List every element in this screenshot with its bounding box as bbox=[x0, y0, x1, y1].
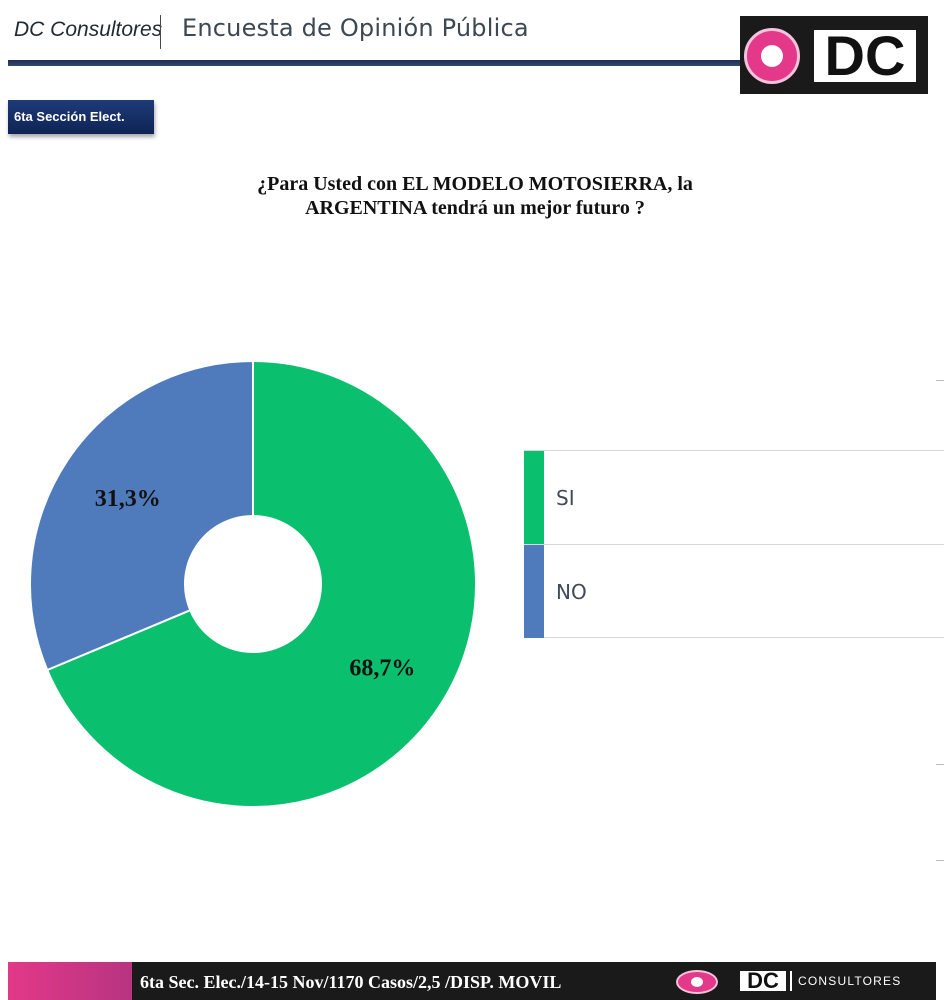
footer-logo-bg bbox=[740, 971, 786, 991]
pie-slice-no bbox=[29, 359, 254, 672]
footer-logo-ring-icon bbox=[676, 970, 718, 994]
footer-bar: 6ta Sec. Elec./14-15 Nov/1170 Casos/2,5 … bbox=[8, 962, 936, 1000]
legend-swatch-no bbox=[524, 545, 544, 638]
dc-logo: DC bbox=[740, 16, 928, 94]
footer-text: 6ta Sec. Elec./14-15 Nov/1170 Casos/2,5 … bbox=[140, 972, 562, 992]
chart-title-line-1: ¿Para Usted con EL MODELO MOTOSIERRA, la bbox=[257, 173, 693, 195]
logo-ring-icon bbox=[744, 28, 800, 84]
header: DC Consultores Encuesta de Opinión Públi… bbox=[0, 0, 944, 100]
slice-label-no: 31,3% bbox=[95, 486, 161, 512]
pie-slice-si bbox=[45, 359, 477, 808]
footer-logo-divider bbox=[790, 971, 792, 991]
header-rule bbox=[8, 60, 744, 66]
edge-tick bbox=[936, 380, 944, 381]
header-divider bbox=[160, 15, 161, 49]
edge-tick bbox=[936, 860, 944, 861]
survey-title: Encuesta de Opinión Pública bbox=[182, 14, 529, 42]
brand-name: DC Consultores bbox=[14, 18, 163, 41]
legend-label-no: NO bbox=[556, 580, 587, 604]
logo-text: DC bbox=[824, 24, 906, 87]
footer-logo-sub: CONSULTORES bbox=[798, 974, 902, 988]
chart-legend: SI NO bbox=[524, 450, 944, 638]
slice-label-si: 68,7% bbox=[349, 656, 415, 682]
chart-title: ¿Para Usted con EL MODELO MOTOSIERRA, la… bbox=[160, 172, 790, 220]
donut-chart: 68,7% 31,3% bbox=[29, 359, 477, 808]
footer-accent bbox=[8, 962, 132, 1000]
edge-tick bbox=[936, 764, 944, 765]
section-badge: 6ta Sección Elect. bbox=[8, 100, 154, 134]
legend-swatch-si bbox=[524, 451, 544, 544]
legend-label-si: SI bbox=[556, 486, 575, 510]
footer-ring-hole bbox=[691, 977, 703, 987]
footer-logo-text: DC bbox=[747, 968, 779, 993]
logo-text-bg bbox=[814, 30, 916, 82]
chart-title-line-2: ARGENTINA tendrá un mejor futuro ? bbox=[305, 197, 645, 219]
legend-item-si: SI bbox=[524, 450, 944, 544]
legend-item-no: NO bbox=[524, 544, 944, 638]
logo-ring-hole bbox=[761, 45, 783, 67]
